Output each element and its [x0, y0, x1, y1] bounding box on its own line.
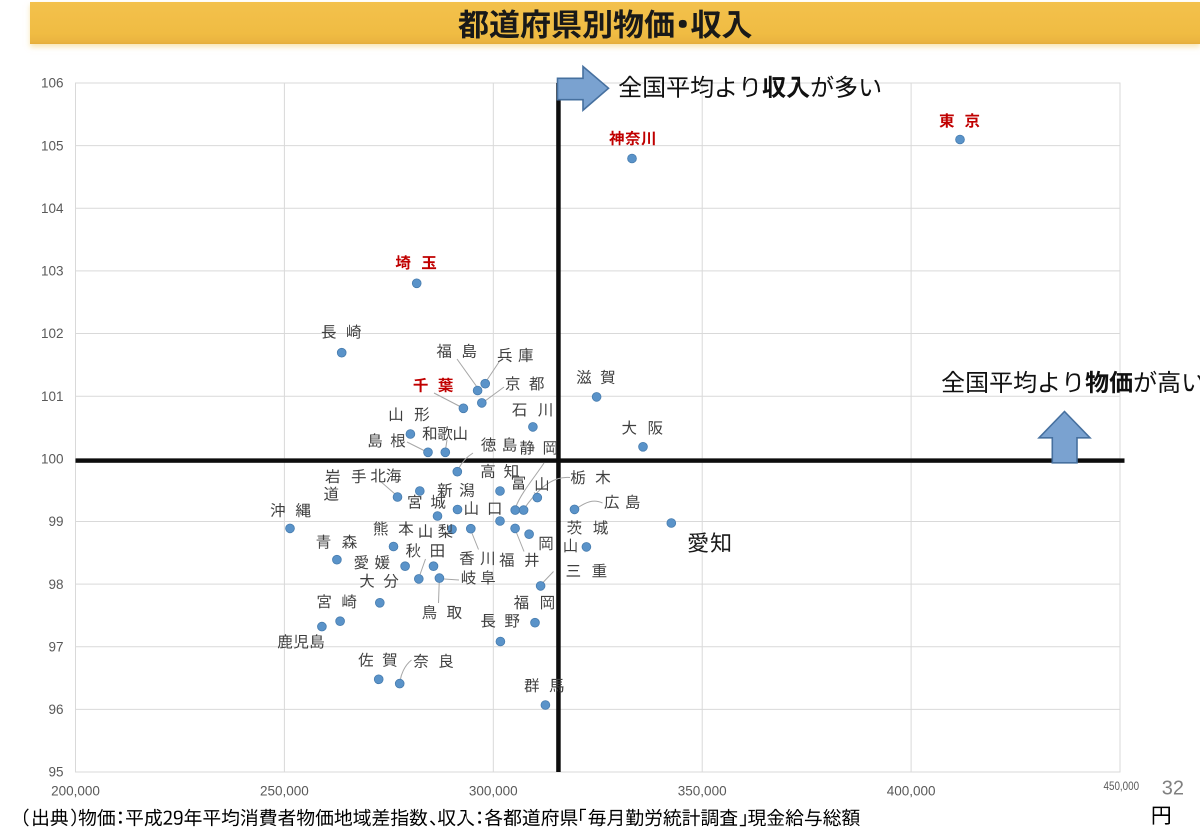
svg-text:99: 99 — [48, 514, 63, 529]
svg-text:96: 96 — [48, 702, 63, 717]
svg-text:95: 95 — [48, 765, 63, 780]
svg-text:103: 103 — [41, 264, 64, 279]
svg-text:450,000: 450,000 — [1104, 780, 1140, 793]
svg-text:98: 98 — [48, 577, 63, 592]
svg-text:100: 100 — [41, 452, 64, 467]
svg-text:97: 97 — [48, 639, 63, 654]
svg-text:101: 101 — [41, 389, 64, 404]
svg-text:104: 104 — [41, 201, 64, 216]
svg-text:32: 32 — [1162, 778, 1184, 800]
svg-text:300,000: 300,000 — [469, 784, 518, 799]
svg-text:250,000: 250,000 — [260, 784, 309, 799]
svg-text:200,000: 200,000 — [51, 784, 100, 799]
svg-text:106: 106 — [41, 76, 64, 91]
svg-text:105: 105 — [41, 138, 64, 153]
svg-text:350,000: 350,000 — [678, 784, 727, 799]
svg-text:102: 102 — [41, 326, 64, 341]
svg-text:400,000: 400,000 — [887, 784, 936, 799]
